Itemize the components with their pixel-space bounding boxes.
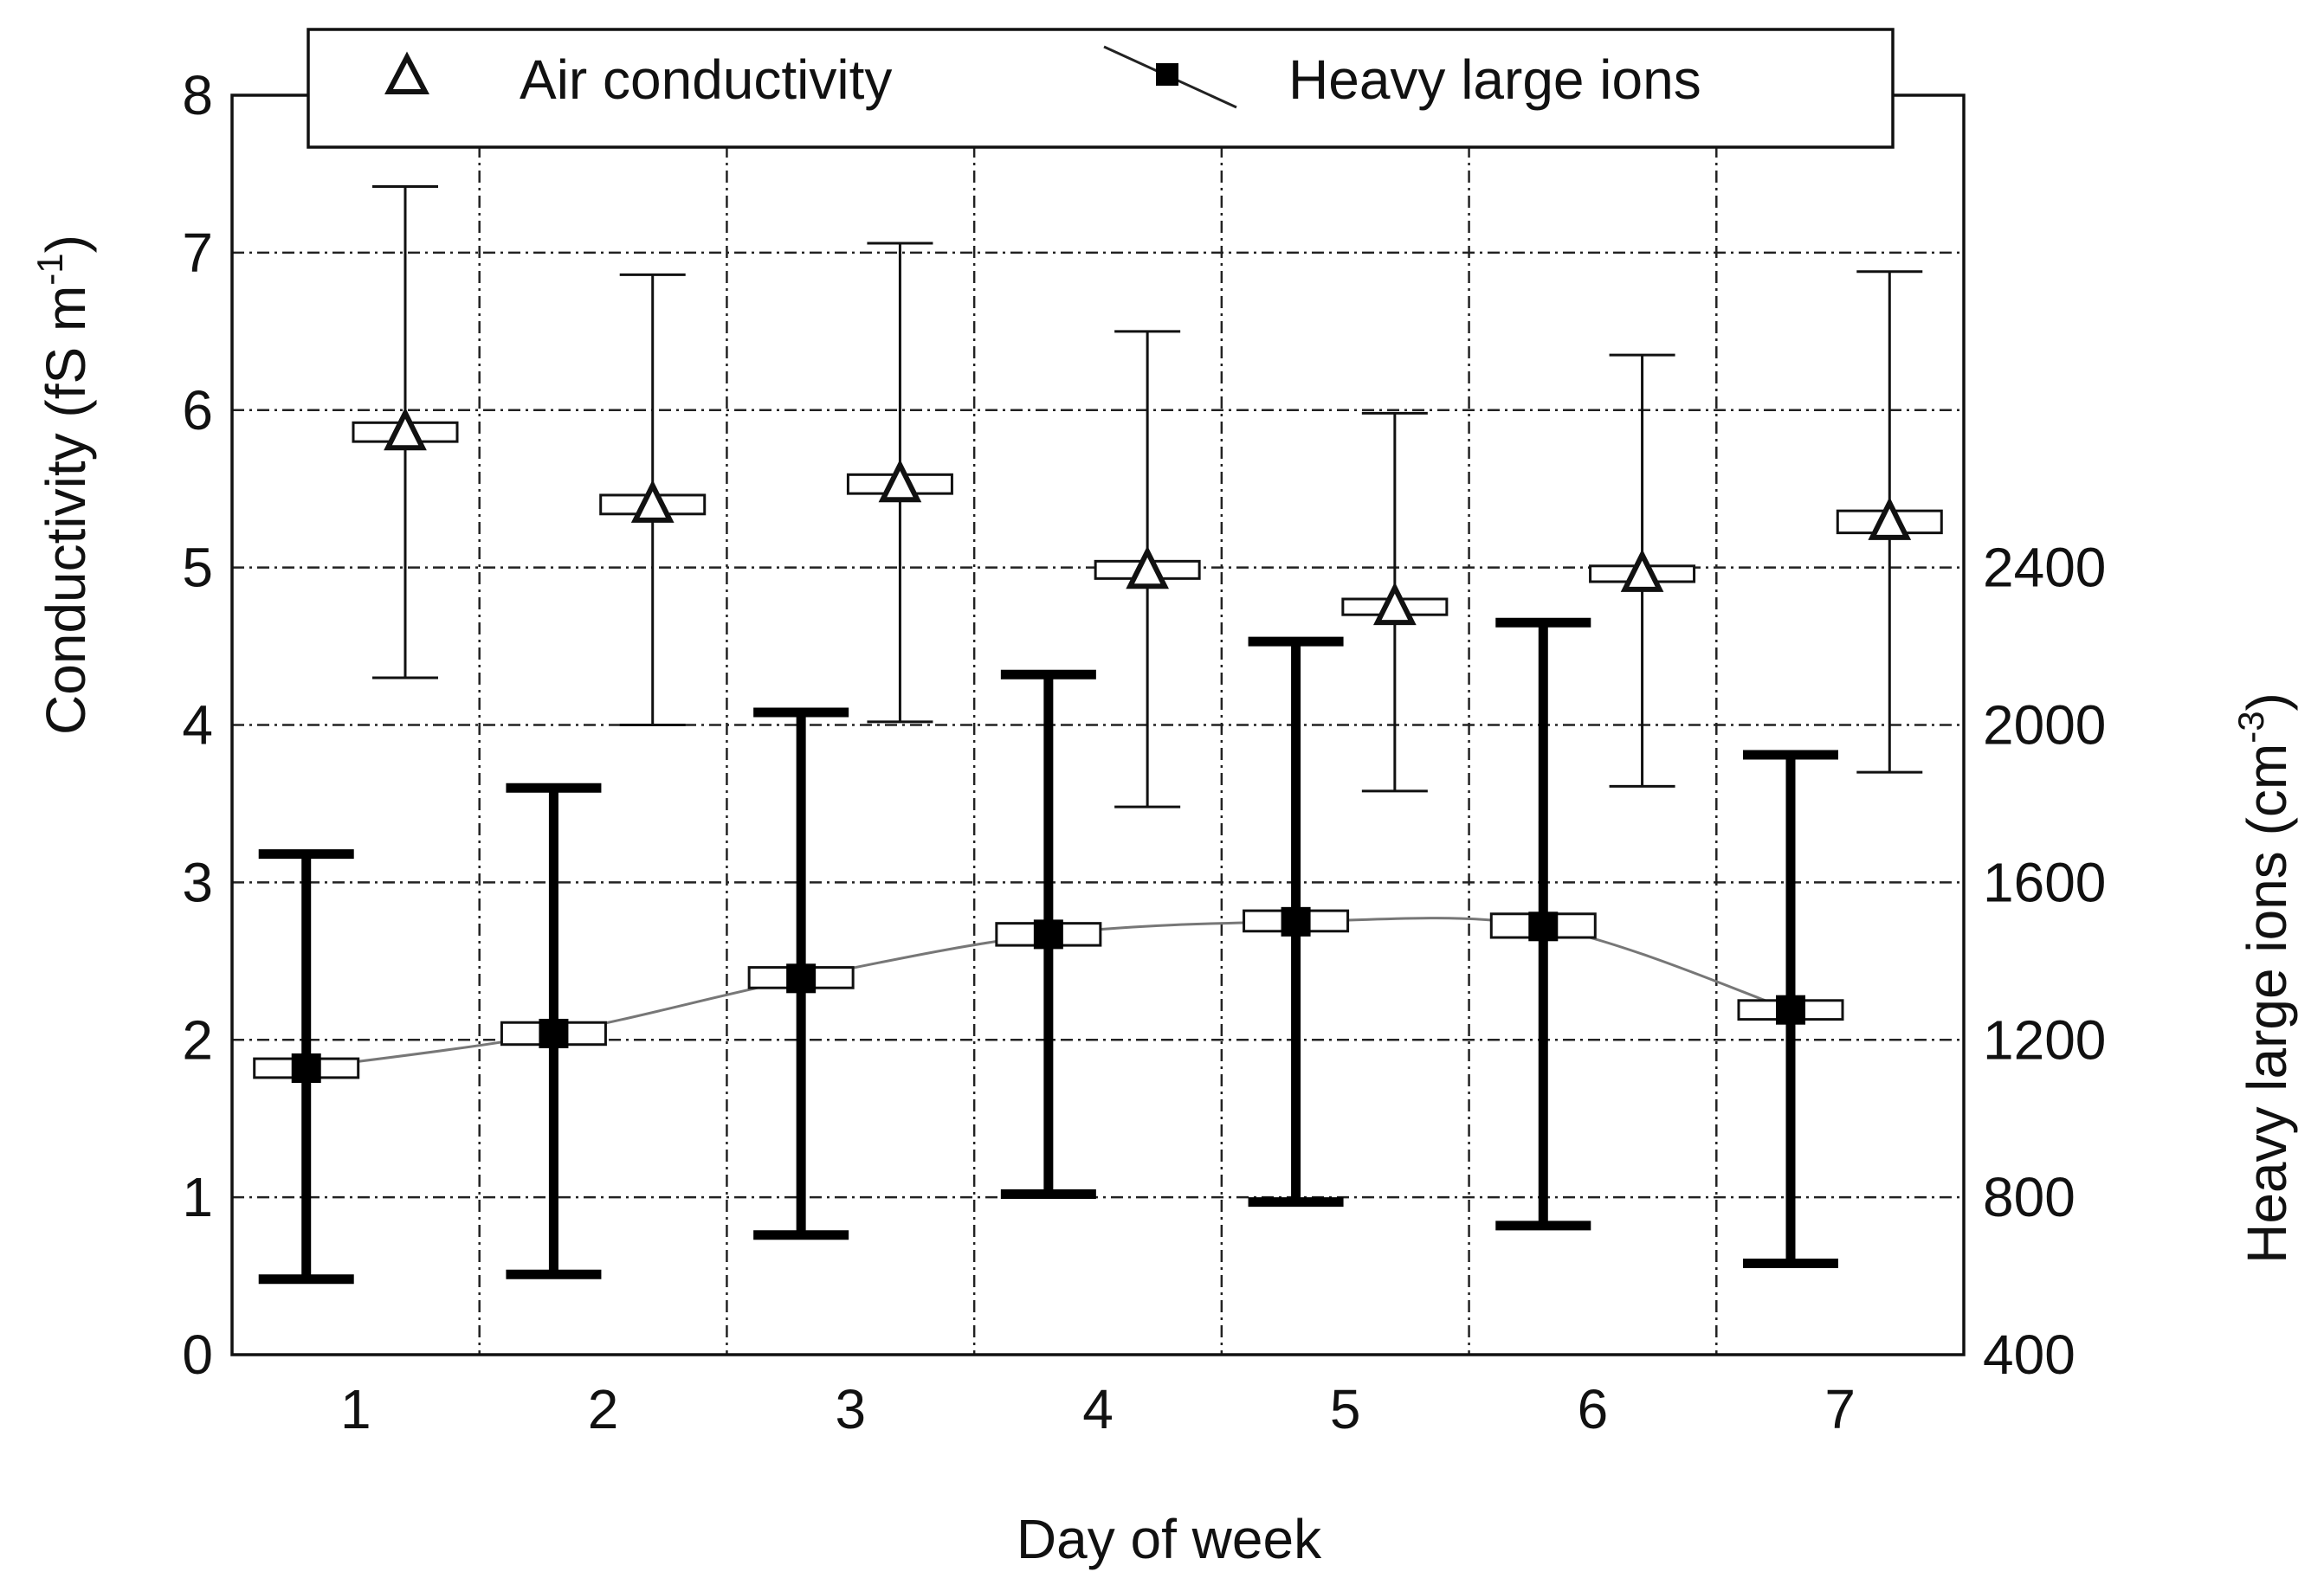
heavy-ions-point-5 xyxy=(1281,906,1311,937)
right-axis-ticks: 400 800 1200 1600 2000 2400 xyxy=(1983,537,2106,1386)
y2-tick-label-1600: 1600 xyxy=(1983,851,2106,913)
x-tick-label-6: 6 xyxy=(1578,1378,1609,1440)
legend-label-heavy-large-ions: Heavy large ions xyxy=(1288,48,1701,111)
x-tick-label-4: 4 xyxy=(1082,1378,1114,1440)
legend: Air conductivity Heavy large ions xyxy=(307,28,1895,149)
y-axis-label-main: Conductivity (fS m xyxy=(35,286,97,735)
y-tick-label-8: 8 xyxy=(182,64,213,126)
conductivity-point-1 xyxy=(384,407,427,451)
y-tick-label-2: 2 xyxy=(182,1008,213,1071)
legend-triangle-marker xyxy=(384,51,429,94)
y2-tick-label-800: 800 xyxy=(1983,1166,2075,1228)
x-tick-label-2: 2 xyxy=(588,1378,619,1440)
legend-box xyxy=(307,28,1895,149)
conductivity-point-5 xyxy=(1373,582,1417,626)
heavy-ions-point-7 xyxy=(1776,995,1805,1025)
heavy-large-ions-series xyxy=(253,617,1844,1285)
x-tick-label-5: 5 xyxy=(1330,1378,1361,1440)
heavy-ions-point-6 xyxy=(1528,911,1559,942)
x-tick-label-3: 3 xyxy=(835,1378,866,1440)
heavy-ions-point-3 xyxy=(786,963,817,994)
x-tick-label-1: 1 xyxy=(340,1378,371,1440)
y-tick-label-1: 1 xyxy=(182,1166,213,1228)
legend-label-air-conductivity: Air conductivity xyxy=(520,48,892,111)
air-conductivity-series xyxy=(352,184,1943,808)
y-tick-label-3: 3 xyxy=(182,851,213,913)
y-tick-label-7: 7 xyxy=(182,222,213,284)
y2-tick-label-2000: 2000 xyxy=(1983,694,2106,757)
left-axis-ticks: 0 1 2 3 4 5 6 7 8 xyxy=(182,64,213,1386)
conductivity-point-7 xyxy=(1868,497,1912,540)
y-axis-label: Conductivity (fS m-1) xyxy=(29,235,97,735)
y-tick-label-0: 0 xyxy=(182,1324,213,1386)
x-tick-label-7: 7 xyxy=(1824,1378,1856,1440)
y2-tick-label-2400: 2400 xyxy=(1983,537,2106,599)
y-tick-label-5: 5 xyxy=(182,537,213,599)
heavy-ions-point-1 xyxy=(291,1053,321,1083)
conductivity-point-2 xyxy=(630,480,675,523)
x-axis-label: Day of week xyxy=(1017,1508,1322,1570)
gridlines xyxy=(232,95,1964,1355)
y2-axis-label-main: Heavy large ions (cm xyxy=(2236,744,2298,1264)
y-axis-label-sup: -1 xyxy=(29,253,70,285)
y-tick-label-4: 4 xyxy=(182,694,213,757)
conductivity-point-3 xyxy=(878,459,922,503)
y2-tick-label-1200: 1200 xyxy=(1983,1008,2106,1071)
y2-axis-label: Heavy large ions (cm-3) xyxy=(2230,692,2298,1264)
y2-axis-label-sup: -3 xyxy=(2230,711,2271,743)
conductivity-point-4 xyxy=(1126,545,1169,589)
y2-axis-label-end: ) xyxy=(2236,692,2298,711)
heavy-ions-point-4 xyxy=(1033,919,1063,950)
legend-square-marker xyxy=(1156,63,1178,86)
heavy-ions-point-2 xyxy=(539,1018,569,1048)
conductivity-point-6 xyxy=(1620,549,1664,592)
y2-tick-label-400: 400 xyxy=(1983,1324,2075,1386)
y-tick-label-6: 6 xyxy=(182,379,213,441)
x-axis-ticks: 1 2 3 4 5 6 7 xyxy=(340,1378,1856,1440)
y-axis-label-end: ) xyxy=(35,235,97,253)
